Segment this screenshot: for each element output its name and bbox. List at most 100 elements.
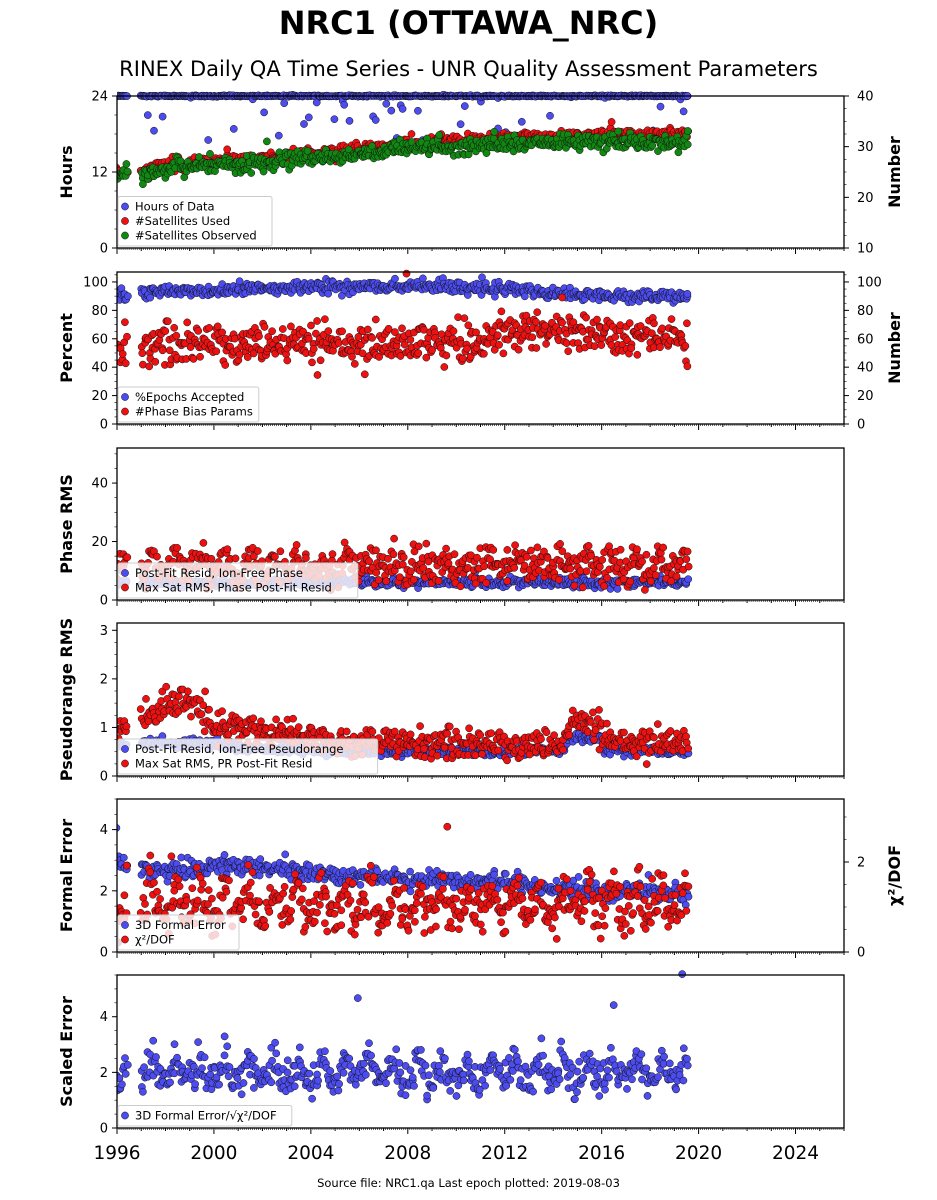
data-point	[389, 550, 398, 559]
data-point	[316, 356, 325, 365]
data-point	[626, 577, 635, 586]
data-point	[303, 147, 312, 155]
data-point	[205, 324, 214, 332]
data-point	[532, 318, 540, 326]
y-tick-label: 0	[100, 594, 108, 609]
data-point	[420, 753, 429, 762]
data-point	[406, 335, 415, 344]
data-point	[289, 714, 297, 723]
legend-marker	[121, 217, 129, 225]
data-point	[527, 546, 535, 555]
data-point	[463, 344, 471, 353]
data-point	[142, 695, 150, 703]
data-point	[627, 344, 636, 353]
data-point	[204, 136, 213, 144]
legend-entry: #Satellites Used	[135, 214, 230, 228]
data-point	[422, 539, 431, 548]
data-point	[207, 554, 216, 563]
data-point	[406, 567, 415, 576]
data-point	[456, 582, 465, 591]
data-point	[489, 546, 498, 554]
right-y-tick-label: 20	[857, 191, 874, 206]
data-point	[321, 315, 329, 324]
data-point	[593, 315, 601, 324]
y-tick-label: 100	[83, 275, 108, 290]
legend-entry: %Epochs Accepted	[135, 390, 244, 404]
data-point	[382, 577, 391, 586]
data-point	[162, 682, 171, 691]
data-point	[679, 107, 688, 116]
data-point	[187, 712, 195, 721]
data-point	[465, 724, 473, 733]
data-point	[402, 269, 411, 278]
data-point	[271, 552, 279, 561]
legend-entry: #Satellites Observed	[135, 229, 257, 243]
data-point	[650, 564, 658, 572]
data-point	[151, 357, 160, 366]
data-point	[123, 332, 131, 341]
data-point	[398, 105, 407, 113]
data-point	[189, 355, 198, 363]
data-point	[206, 150, 214, 158]
data-point	[445, 722, 454, 731]
data-point	[440, 743, 449, 752]
data-point	[268, 327, 276, 336]
data-point	[143, 111, 152, 119]
data-point	[582, 313, 590, 322]
data-point	[625, 319, 634, 327]
series--satellites-observed	[117, 127, 692, 189]
y-axis-label: Percent	[57, 313, 76, 383]
y-tick-label: 40	[91, 361, 108, 376]
data-point	[528, 333, 537, 342]
data-point	[278, 325, 287, 333]
y-tick-label: 24	[91, 90, 108, 105]
data-point	[590, 342, 599, 351]
data-point	[229, 125, 238, 133]
data-point	[247, 169, 256, 177]
data-point	[414, 349, 423, 357]
data-point	[122, 160, 131, 168]
right-y-tick-label: 100	[857, 275, 882, 290]
data-point	[309, 345, 318, 353]
data-point	[257, 717, 265, 726]
data-point	[614, 127, 623, 136]
data-point	[259, 167, 268, 176]
data-point	[409, 575, 418, 584]
data-point	[480, 562, 489, 571]
scatter-points	[117, 269, 692, 379]
data-point	[328, 550, 337, 558]
data-point	[497, 307, 506, 316]
data-point	[153, 552, 161, 561]
data-point	[559, 745, 567, 754]
data-point	[138, 349, 147, 358]
data-point	[667, 315, 676, 323]
data-point	[302, 554, 310, 562]
data-point	[482, 579, 491, 587]
data-point	[555, 575, 563, 584]
y-tick-label: 80	[91, 304, 108, 319]
data-point	[550, 731, 558, 740]
data-point	[368, 727, 377, 736]
data-point	[413, 745, 422, 754]
data-point	[121, 318, 129, 327]
data-point	[360, 370, 369, 379]
data-point	[158, 346, 167, 355]
legend-marker	[121, 569, 129, 577]
data-point	[616, 545, 625, 554]
data-point	[648, 141, 657, 150]
data-point	[371, 116, 380, 124]
data-point	[566, 564, 575, 573]
data-point	[450, 550, 459, 559]
data-point	[313, 317, 321, 325]
data-point	[195, 153, 203, 161]
data-point	[672, 572, 681, 581]
data-point	[658, 324, 667, 333]
data-point	[212, 347, 221, 356]
data-point	[170, 323, 179, 332]
data-point	[313, 371, 322, 379]
data-point	[205, 705, 213, 714]
data-point	[556, 540, 564, 548]
data-point	[300, 120, 308, 128]
